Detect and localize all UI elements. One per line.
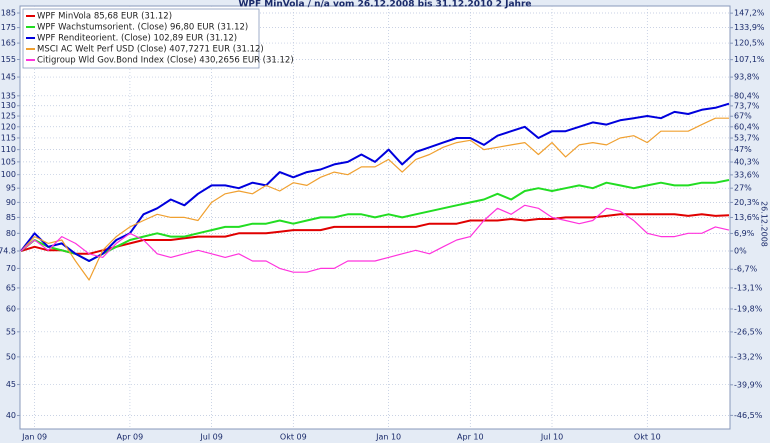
y2-tick-label: -39,9% (734, 380, 763, 389)
y2-tick-label: 20,3% (734, 198, 760, 207)
y2-tick-label: 93,8% (734, 73, 760, 82)
y-tick-label: 110 (1, 145, 16, 154)
y-tick-label: 60 (6, 304, 16, 313)
x-tick-label: Apr 10 (457, 433, 484, 442)
y-tick-label: 85 (6, 213, 16, 222)
legend-box (22, 8, 260, 69)
x-tick-label: Jan 10 (375, 433, 401, 442)
y2-tick-label: 133,9% (734, 23, 765, 32)
x-tick-label: Apr 09 (117, 433, 144, 442)
y-tick-label: 120 (1, 122, 16, 131)
legend-label: WPF MinVola 85,68 EUR (31.12) (37, 12, 172, 22)
y2-tick-label: -26,5% (734, 327, 763, 336)
y2-tick-label: 27% (734, 184, 752, 193)
y-tick-label: 105 (1, 157, 16, 166)
series-line (20, 213, 730, 255)
y-tick-label: 115 (1, 133, 16, 142)
side-label: 26.12.2008 (760, 201, 769, 247)
y-tick-label: 65 (6, 283, 16, 292)
y2-tick-label: 67% (734, 112, 752, 121)
legend-label: MSCI AC Welt Perf USD (Close) 407,7271 E… (37, 45, 264, 55)
y-tick-label: 125 (1, 112, 16, 121)
y2-tick-label: 60,4% (734, 122, 760, 131)
legend-label: Citigroup Wld Gov.Bond Index (Close) 430… (37, 56, 294, 66)
series-line (20, 204, 730, 273)
y2-tick-label: 53,7% (734, 134, 760, 143)
y-tick-label: 185 (1, 9, 16, 18)
x-tick-label: Jul 09 (199, 433, 222, 442)
series-line (20, 102, 730, 262)
y-tick-label: 95 (6, 184, 16, 193)
y-tick-label: 135 (1, 91, 16, 100)
y2-tick-label: 33,6% (734, 170, 760, 179)
y-tick-label: 90 (6, 198, 16, 207)
y2-tick-label: 13,6% (734, 213, 760, 222)
y-tick-label: 74.8 (0, 247, 16, 256)
x-tick-label: Jul 10 (540, 433, 563, 442)
y2-tick-label: 6,9% (734, 229, 755, 238)
y2-tick-label: 40,3% (734, 157, 760, 166)
y2-tick-label: 147,2% (734, 9, 765, 18)
y2-tick-label: 0% (734, 246, 747, 255)
y2-tick-label: -13,1% (734, 283, 763, 292)
y-tick-label: 40 (6, 411, 16, 420)
y-tick-label: 145 (1, 73, 16, 82)
y2-tick-label: -19,8% (734, 304, 763, 313)
y-tick-label: 100 (1, 170, 16, 179)
series-line (20, 117, 729, 281)
y-tick-label: 55 (6, 327, 16, 336)
y2-tick-label: -6,7% (734, 265, 758, 274)
legend: WPF MinVola 85,68 EUR (31.12)WPF Wachstu… (22, 8, 294, 69)
x-tick-label: Jan 09 (21, 433, 47, 442)
y2-tick-label: -46,5% (734, 411, 763, 420)
y-tick-label: 165 (1, 39, 16, 48)
x-tick-label: Okt 10 (634, 433, 661, 442)
legend-label: WPF Wachstumsorient. (Close) 96,80 EUR (… (37, 23, 248, 33)
chart-title: WPF MinVola / n/a vom 26.12.2008 bis 31.… (238, 0, 531, 10)
y2-tick-label: 47% (734, 145, 752, 154)
y-tick-label: 45 (6, 380, 16, 389)
y-tick-label: 175 (1, 23, 16, 32)
y-tick-label: 130 (1, 101, 16, 110)
y-tick-label: 80 (6, 229, 16, 238)
y-tick-label: 70 (6, 264, 16, 273)
y2-tick-label: 73,7% (734, 101, 760, 110)
y2-tick-label: 120,5% (734, 39, 765, 48)
y2-tick-label: -33,2% (734, 353, 763, 362)
legend-label: WPF Renditeorient. (Close) 102,89 EUR (3… (37, 34, 237, 44)
y-tick-label: 155 (1, 55, 16, 64)
y-tick-label: 50 (6, 352, 16, 361)
y2-tick-label: 80,4% (734, 91, 760, 100)
y2-tick-label: 107,1% (734, 55, 765, 64)
x-tick-label: Okt 09 (280, 433, 307, 442)
